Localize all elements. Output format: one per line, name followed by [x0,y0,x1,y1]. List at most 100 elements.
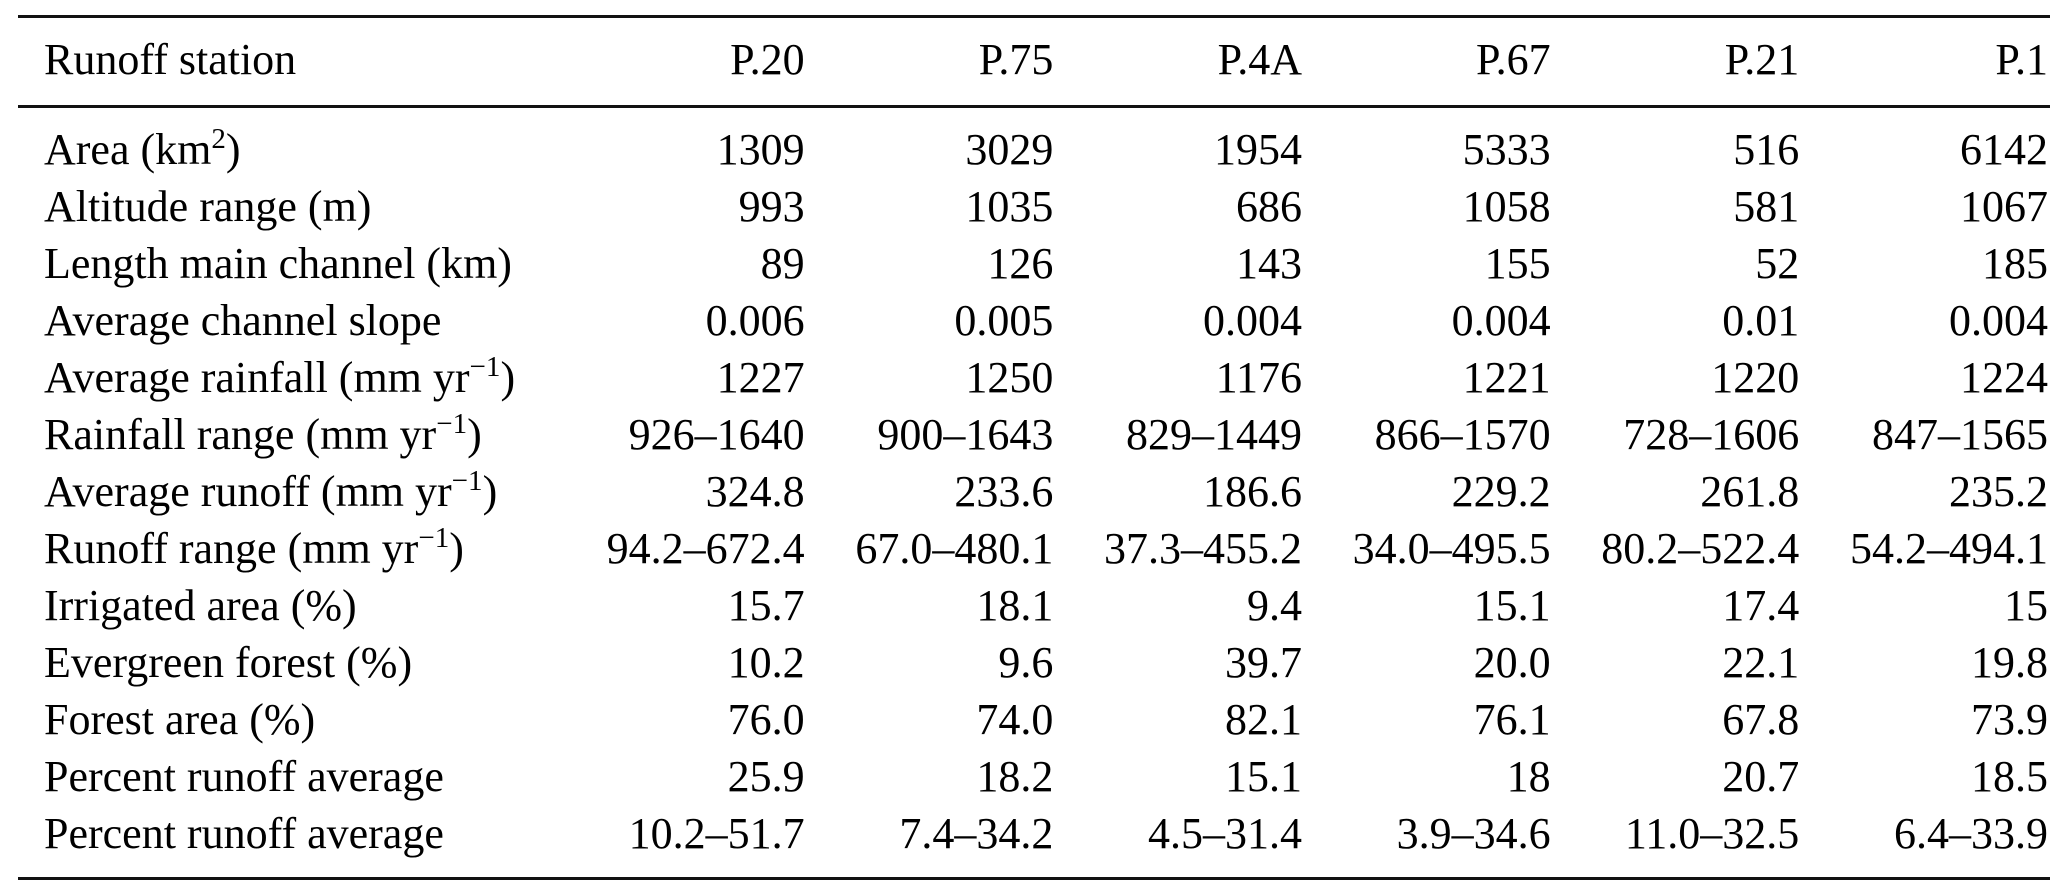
table-cell: 1035 [965,181,1054,231]
table-cell: 10.2–51.7 [628,808,805,858]
row-label: Average rainfall (mm yr−1) [18,349,558,406]
table-cell: 900–1643 [877,409,1054,459]
table-cell: 581 [1733,181,1800,231]
row-label: Rainfall range (mm yr−1) [18,406,558,463]
header-station-p67: P.67 [1303,16,1553,108]
table-cell: 1220 [1711,352,1800,402]
row-label-text: Area (km [44,124,212,174]
runoff-station-table-wrap: Runoff station P.20 P.75 P.4A P.67 P.21 … [18,15,2050,880]
table-cell: 18.5 [1971,751,2048,801]
table-cell: 324.8 [705,466,805,516]
table-row: Forest area (%) 76.0 74.0 82.1 76.1 67.8 73.9 [18,691,2050,748]
table-cell: 185 [1982,238,2048,288]
table-cell: 261.8 [1700,466,1800,516]
table-cell: 67.0–480.1 [855,523,1054,573]
table-row: Length main channel (km) 89 126 143 155 52 185 [18,235,2050,292]
runoff-station-table: Runoff station P.20 P.75 P.4A P.67 P.21 … [18,15,2050,880]
header-row: Runoff station P.20 P.75 P.4A P.67 P.21 … [18,16,2050,108]
table-cell: 1224 [1960,352,2048,402]
table-cell: 1176 [1215,352,1302,402]
table-row: Rainfall range (mm yr−1) 926–1640 900–1643… [18,406,2050,463]
table-cell: 10.2 [727,637,805,687]
table-cell: 686 [1235,181,1302,231]
table-cell: 4.5–31.4 [1147,808,1302,858]
row-label-text: Altitude range (m) [44,181,372,231]
row-label-text: ) [482,466,498,516]
table-cell: 17.4 [1722,580,1800,630]
table-cell: 1067 [1960,181,2048,231]
table-row: Irrigated area (%) 15.7 18.1 9.4 15.1 17.4 15 [18,577,2050,634]
row-label-text: Rainfall range (mm yr [44,409,437,459]
table-cell: 74.0 [976,694,1054,744]
table-row: Average rainfall (mm yr−1) 1227 1250 1176 12… [18,349,2050,406]
table-cell: 18 [1506,751,1551,801]
table-cell: 15.7 [727,580,805,630]
table-cell: 73.9 [1971,694,2048,744]
table-row: Percent runoff average 10.2–51.7 7.4–34.2 4… [18,805,2050,879]
row-label-superscript: 2 [211,122,226,155]
row-label-text: Average channel slope [44,295,442,345]
header-station-p4a: P.4A [1055,16,1304,108]
table-cell: 866–1570 [1374,409,1551,459]
row-label-text: Average rainfall (mm yr [44,352,470,402]
row-label-superscript: −1 [436,407,468,440]
header-station-p75: P.75 [806,16,1056,108]
table-row: Average runoff (mm yr−1) 324.8 233.6 186.6 2… [18,463,2050,520]
table-cell: 0.005 [954,295,1054,345]
table-cell: 7.4–34.2 [899,808,1054,858]
table-cell: 9.6 [998,637,1054,687]
table-cell: 76.0 [727,694,805,744]
row-label-text: Irrigated area (%) [44,580,357,630]
table-cell: 155 [1484,238,1551,288]
header-station-p21: P.21 [1552,16,1802,108]
row-label-text: Percent runoff average [44,808,444,858]
row-label-superscript: −1 [451,464,483,497]
table-cell: 15 [2004,580,2048,630]
table-cell: 993 [738,181,805,231]
table-cell: 0.01 [1722,295,1800,345]
row-label-text: ) [449,523,464,573]
table-cell: 54.2–494.1 [1850,523,2048,573]
row-label-text: Length main channel (km) [44,238,512,288]
table-cell: 847–1565 [1872,409,2048,459]
table-cell: 6142 [1960,124,2048,174]
table-cell: 15.1 [1473,580,1551,630]
row-label-text: Average runoff (mm yr [44,466,452,516]
row-label: Average runoff (mm yr−1) [18,463,558,520]
table-cell: 52 [1755,238,1800,288]
table-cell: 19.8 [1971,637,2048,687]
row-label: Percent runoff average [18,748,558,805]
row-label-text: Forest area (%) [44,694,316,744]
table-cell: 3.9–34.6 [1396,808,1551,858]
header-station-p1: P.1 [1801,16,2050,108]
row-label: Average channel slope [18,292,558,349]
table-cell: 235.2 [1949,466,2048,516]
table-cell: 1250 [965,352,1054,402]
header-runoff-station: Runoff station [18,16,558,108]
table-row: Percent runoff average 25.9 18.2 15.1 18 20.7… [18,748,2050,805]
table-cell: 516 [1733,124,1800,174]
row-label-text: Runoff range (mm yr [44,523,419,573]
table-cell: 89 [760,238,805,288]
table-row: Runoff range (mm yr−1) 94.2–672.4 67.0–480… [18,520,2050,577]
table-cell: 67.8 [1722,694,1800,744]
row-label-text: ) [225,124,241,174]
table-cell: 34.0–495.5 [1352,523,1551,573]
row-label-text: ) [500,352,516,402]
table-header: Runoff station P.20 P.75 P.4A P.67 P.21 … [18,16,2050,108]
table-cell: 11.0–32.5 [1624,808,1800,858]
table-body: Area (km2) 1309 3029 1954 5333 516 6142 Altitud… [18,107,2050,879]
row-label: Forest area (%) [18,691,558,748]
table-cell: 728–1606 [1623,409,1800,459]
row-label-text: Evergreen forest (%) [44,637,413,687]
table-cell: 39.7 [1224,637,1302,687]
row-label: Percent runoff average [18,805,558,879]
table-cell: 126 [987,238,1054,288]
row-label: Length main channel (km) [18,235,558,292]
table-cell: 18.1 [976,580,1054,630]
table-cell: 82.1 [1224,694,1302,744]
table-cell: 1309 [716,124,805,174]
table-cell: 22.1 [1722,637,1800,687]
row-label: Evergreen forest (%) [18,634,558,691]
table-cell: 25.9 [727,751,805,801]
